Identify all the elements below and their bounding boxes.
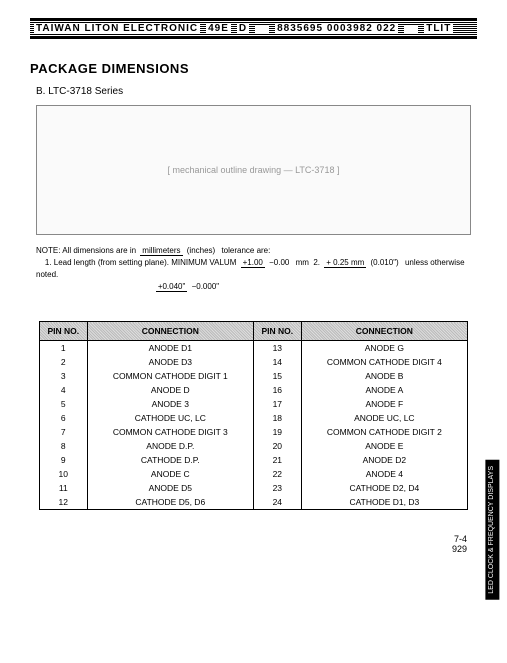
table-cell: 23	[253, 481, 301, 495]
table-row: 11ANODE D523CATHODE D2, D4	[39, 481, 467, 495]
table-row: 4ANODE D16ANODE A	[39, 383, 467, 397]
table-cell: ANODE B	[301, 369, 467, 383]
table-row: 2ANODE D314COMMON CATHODE DIGIT 4	[39, 355, 467, 369]
footer-page: 929	[30, 544, 467, 554]
table-row: 3COMMON CATHODE DIGIT 115ANODE B	[39, 369, 467, 383]
table-row: 12CATHODE D5, D624CATHODE D1, D3	[39, 495, 467, 510]
units-fraction: millimeters (inches)	[140, 245, 217, 257]
table-cell: COMMON CATHODE DIGIT 1	[87, 369, 253, 383]
table-row: 5ANODE 317ANODE F	[39, 397, 467, 411]
table-cell: 22	[253, 467, 301, 481]
table-cell: 15	[253, 369, 301, 383]
page-title: PACKAGE DIMENSIONS	[30, 61, 477, 76]
col-conn1: CONNECTION	[87, 322, 253, 341]
table-cell: 10	[39, 467, 87, 481]
header-block-icon	[404, 25, 418, 33]
table-cell: ANODE UC, LC	[301, 411, 467, 425]
table-cell: CATHODE D2, D4	[301, 481, 467, 495]
table-cell: 4	[39, 383, 87, 397]
table-row: 7COMMON CATHODE DIGIT 319COMMON CATHODE …	[39, 425, 467, 439]
table-row: 1ANODE D113ANODE G	[39, 341, 467, 356]
series-label: B. LTC-3718 Series	[36, 86, 477, 97]
table-cell: 21	[253, 453, 301, 467]
package-diagram: [ mechanical outline drawing — LTC-3718 …	[36, 105, 471, 235]
table-cell: ANODE 3	[87, 397, 253, 411]
tol1-in-fraction: +0.040" −0.000"	[156, 281, 221, 293]
section-tab: LED CLOCK & FREQUENCY DISPLAYS	[485, 460, 499, 600]
table-cell: 3	[39, 369, 87, 383]
table-cell: ANODE D2	[301, 453, 467, 467]
table-cell: 13	[253, 341, 301, 356]
table-cell: COMMON CATHODE DIGIT 2	[301, 425, 467, 439]
table-cell: 2	[39, 355, 87, 369]
note-intro: NOTE: All dimensions are in	[36, 246, 136, 255]
table-cell: ANODE 4	[301, 467, 467, 481]
table-cell: COMMON CATHODE DIGIT 4	[301, 355, 467, 369]
note-tol: tolerance are:	[221, 246, 270, 255]
table-cell: 11	[39, 481, 87, 495]
table-cell: 18	[253, 411, 301, 425]
mm-label: mm	[296, 258, 309, 267]
table-row: 8ANODE D.P.20ANODE E	[39, 439, 467, 453]
table-cell: 8	[39, 439, 87, 453]
note-line1: 1. Lead length (from setting plane). MIN…	[45, 258, 236, 267]
table-cell: CATHODE UC, LC	[87, 411, 253, 425]
table-cell: ANODE D1	[87, 341, 253, 356]
notes-block: NOTE: All dimensions are in millimeters …	[36, 245, 471, 293]
table-cell: ANODE D5	[87, 481, 253, 495]
tol1i-top: +0.040"	[156, 282, 188, 292]
table-cell: ANODE G	[301, 341, 467, 356]
table-cell: 7	[39, 425, 87, 439]
table-cell: ANODE D.P.	[87, 439, 253, 453]
table-cell: 5	[39, 397, 87, 411]
tol2-top: + 0.25 mm	[324, 258, 366, 268]
table-cell: 6	[39, 411, 87, 425]
header-block-icon	[255, 25, 269, 33]
col-pin2: PIN NO.	[253, 322, 301, 341]
table-cell: 14	[253, 355, 301, 369]
table-cell: 9	[39, 453, 87, 467]
tol1-bot: −0.00	[267, 258, 291, 267]
table-cell: CATHODE D1, D3	[301, 495, 467, 510]
table-header-row: PIN NO. CONNECTION PIN NO. CONNECTION	[39, 322, 467, 341]
header-band: TAIWAN LITON ELECTRONIC 49E D 8835695 00…	[30, 18, 477, 39]
table-cell: CATHODE D.P.	[87, 453, 253, 467]
table-cell: ANODE D	[87, 383, 253, 397]
table-cell: ANODE E	[301, 439, 467, 453]
table-cell: 20	[253, 439, 301, 453]
table-row: 9CATHODE D.P.21ANODE D2	[39, 453, 467, 467]
sep2: 2.	[313, 258, 320, 267]
table-cell: 24	[253, 495, 301, 510]
table-cell: 12	[39, 495, 87, 510]
table-cell: COMMON CATHODE DIGIT 3	[87, 425, 253, 439]
table-cell: ANODE A	[301, 383, 467, 397]
table-cell: ANODE C	[87, 467, 253, 481]
table-cell: ANODE D3	[87, 355, 253, 369]
units-bot: (inches)	[185, 246, 217, 255]
header-code3: 8835695 0003982 022	[275, 23, 398, 34]
table-cell: 16	[253, 383, 301, 397]
col-pin1: PIN NO.	[39, 322, 87, 341]
table-row: 6CATHODE UC, LC18ANODE UC, LC	[39, 411, 467, 425]
table-cell: 17	[253, 397, 301, 411]
pin-table: PIN NO. CONNECTION PIN NO. CONNECTION 1A…	[39, 321, 468, 510]
tol1i-bot: −0.000"	[190, 282, 222, 291]
col-conn2: CONNECTION	[301, 322, 467, 341]
table-cell: 19	[253, 425, 301, 439]
header-code2: D	[237, 23, 249, 34]
tol2-bot: (0.010")	[369, 258, 401, 267]
units-top: millimeters	[140, 246, 182, 256]
table-cell: ANODE F	[301, 397, 467, 411]
header-endtag: TLIT	[424, 23, 453, 34]
table-cell: CATHODE D5, D6	[87, 495, 253, 510]
table-row: 10ANODE C22ANODE 4	[39, 467, 467, 481]
table-cell: 1	[39, 341, 87, 356]
tol1-mm-fraction: +1.00 −0.00	[241, 257, 292, 269]
tol1-top: +1.00	[241, 258, 265, 268]
tol2-fraction: + 0.25 mm (0.010")	[324, 257, 400, 269]
header-code1: 49E	[206, 23, 231, 34]
footer-section: 7-4	[30, 534, 467, 544]
header-company: TAIWAN LITON ELECTRONIC	[34, 23, 200, 34]
footer: 7-4 929	[30, 534, 477, 554]
